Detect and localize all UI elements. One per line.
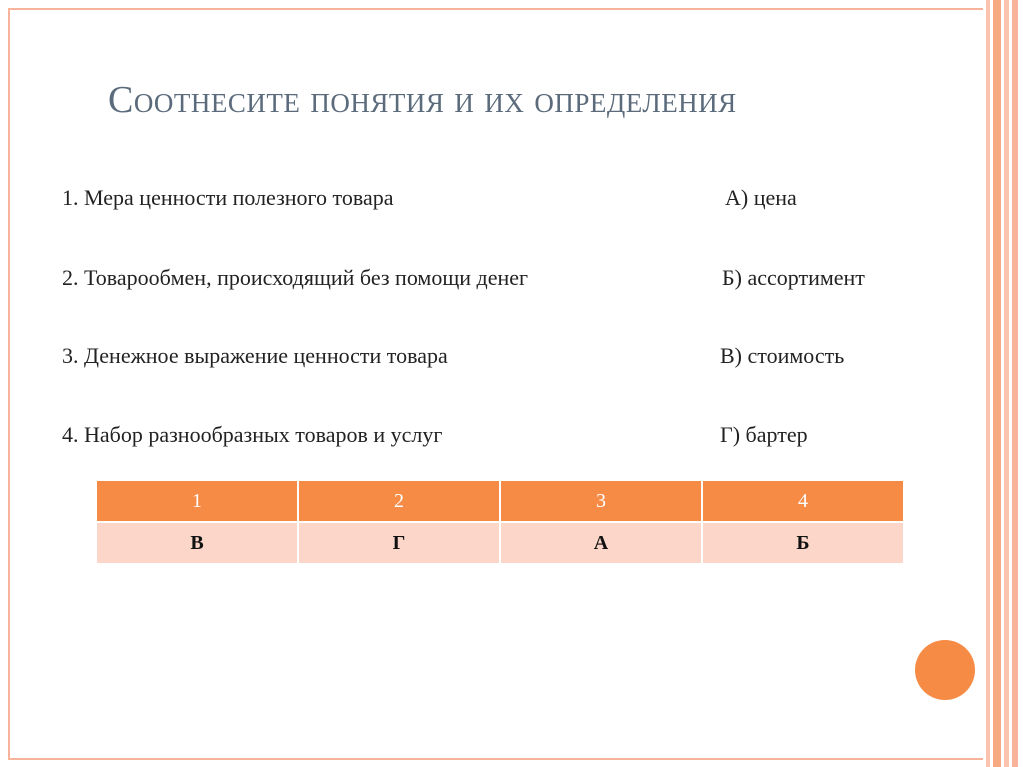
stripe: [986, 0, 990, 767]
stripe: [993, 0, 1001, 767]
stripe: [1012, 0, 1018, 767]
cell: А: [499, 521, 703, 565]
term: 1. Мера ценности полезного товара: [62, 185, 394, 210]
cell: Г: [297, 521, 501, 565]
decor-circle: [915, 640, 975, 700]
header-cell: 2: [297, 479, 501, 523]
definition: Б) ассортимент: [722, 265, 865, 290]
term: 4. Набор разнообразных товаров и услуг: [62, 422, 443, 447]
cell: В: [95, 521, 299, 565]
definition: В) стоимость: [720, 343, 845, 368]
header-cell: 4: [701, 479, 905, 523]
term: 3. Денежное выражение ценности товара: [62, 343, 448, 368]
frame: [8, 8, 983, 760]
definition: Г) бартер: [720, 422, 808, 447]
header-cell: 1: [95, 479, 299, 523]
stripe: [1004, 0, 1009, 767]
term: 2. Товарообмен, происходящий без помощи …: [62, 265, 529, 290]
cell: Б: [701, 521, 905, 565]
header-cell: 3: [499, 479, 703, 523]
title: Соотнесите понятия и их определения: [108, 79, 737, 121]
definition: А) цена: [725, 185, 797, 210]
